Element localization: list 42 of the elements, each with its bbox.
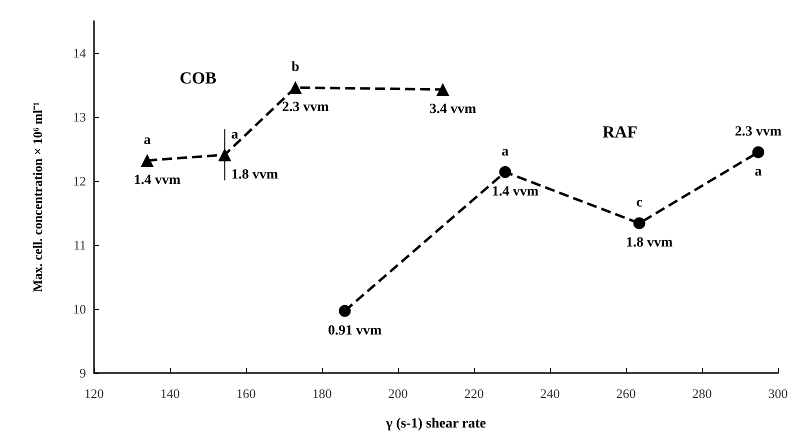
point <box>436 82 450 96</box>
point <box>338 304 351 317</box>
x-tick-label: 300 <box>768 386 788 401</box>
point <box>218 148 232 162</box>
annotation: 2.3 vvm <box>282 100 330 116</box>
x-tick-label: 200 <box>388 386 408 401</box>
annotation: COB <box>180 68 216 88</box>
y-tick-label: 12 <box>73 174 86 188</box>
annotation: a <box>754 164 762 180</box>
point <box>633 217 646 230</box>
x-tick-label: 160 <box>236 386 256 401</box>
annotation: 1.4 vvm <box>134 173 181 188</box>
y-axis-title: Max. cell. concentration × 10⁶ ml⁻¹ <box>30 102 45 292</box>
x-tick-label: 260 <box>616 386 636 401</box>
point <box>752 146 764 158</box>
annotation: RAF <box>602 122 638 142</box>
annotation: 1.8 vvm <box>626 236 673 251</box>
x-tick-label: 120 <box>84 386 104 401</box>
x-tick-label: 140 <box>160 386 180 401</box>
annotation: a <box>144 133 151 148</box>
y-tick-label: 9 <box>80 366 86 380</box>
point <box>288 81 302 94</box>
annotation: c <box>636 196 642 211</box>
y-tick-label: 10 <box>73 302 86 316</box>
annotation: a <box>231 127 238 142</box>
annotation: 1.4 vvm <box>492 184 539 200</box>
annotation: a <box>502 144 509 160</box>
x-tick-label: 180 <box>312 386 332 401</box>
x-axis-title: γ (s-1) shear rate <box>385 416 486 432</box>
annotation: b <box>292 60 300 76</box>
point <box>499 166 512 178</box>
point <box>140 154 154 168</box>
x-tick-label: 220 <box>464 386 484 401</box>
y-tick-label: 13 <box>73 110 86 124</box>
annotation: 2.3 vvm <box>734 124 782 140</box>
x-tick-label: 280 <box>692 386 712 401</box>
annotation: 3.4 vvm <box>430 102 477 117</box>
annotation: 1.8 vvm <box>231 167 278 182</box>
y-tick-label: 14 <box>73 46 86 60</box>
y-tick-label: 11 <box>73 238 86 252</box>
annotation: 0.91 vvm <box>328 323 382 338</box>
x-tick-label: 240 <box>540 386 560 401</box>
